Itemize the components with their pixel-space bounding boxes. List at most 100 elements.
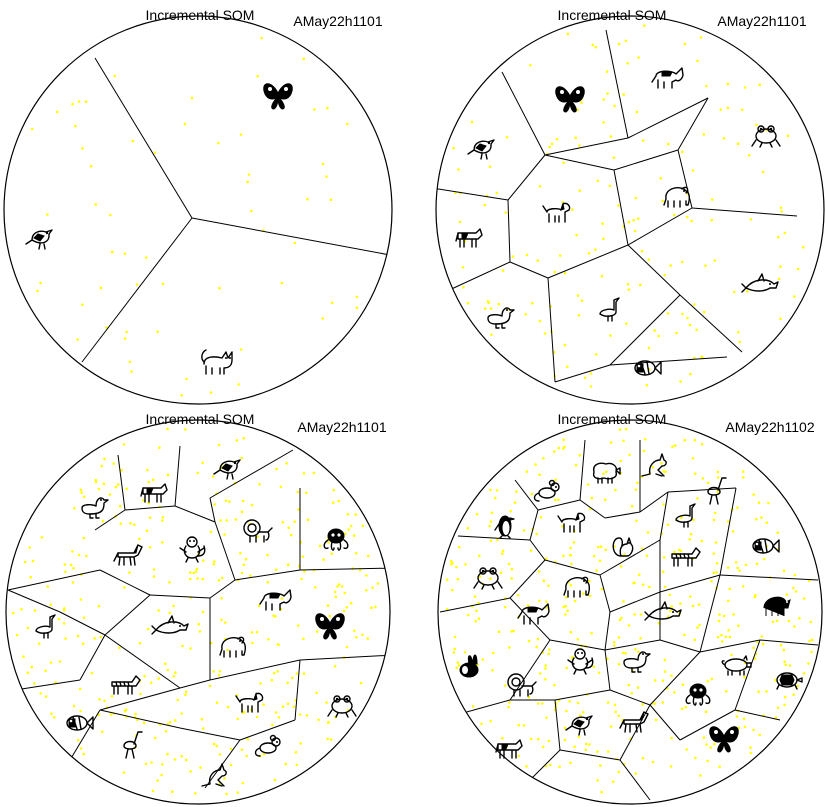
sample-point [226,648,229,652]
sample-point [149,681,153,684]
sample-point [743,675,746,679]
sample-point [251,641,254,645]
sample-point [808,639,811,643]
sample-point [563,738,567,742]
kangaroo-icon [641,453,667,477]
sample-point [574,463,578,467]
sample-point [103,457,106,461]
sample-point [495,191,499,195]
cell-boundary [649,704,681,741]
sample-point [689,372,692,376]
sample-point [497,630,501,633]
sample-point [280,597,284,600]
cell-boundary [659,639,701,653]
sample-point [122,443,126,446]
sample-point [108,493,112,496]
sample-point [489,577,492,580]
panel-title: Incremental SOM [558,7,667,23]
sample-point [331,501,335,505]
sample-point [538,672,542,675]
sample-point [501,736,504,740]
sample-point [722,614,726,618]
cell-boundary [627,97,709,139]
sample-point [294,751,298,754]
sample-point [544,678,547,681]
cell-boundary [94,57,193,219]
sample-point [637,56,640,59]
sample-point [367,554,370,558]
sample-point [256,535,260,538]
sample-point [255,630,259,634]
sample-point [354,551,358,555]
sample-point [663,670,667,673]
sample-point [328,614,332,618]
sample-point [640,249,644,253]
sample-point [257,604,261,608]
sample-point [208,684,212,688]
dog-icon [542,202,571,223]
sample-point [749,751,753,755]
sample-point [612,156,616,159]
sample-point [588,743,591,746]
sample-point [495,489,499,492]
sample-point [617,714,620,718]
sample-point [680,707,684,711]
sample-point [565,709,568,713]
sample-point [726,106,730,110]
sample-point [627,624,631,627]
sample-point [44,669,47,672]
cell-boundary [659,491,669,541]
sample-point [586,483,590,486]
sample-point [138,537,141,541]
sample-point [630,692,633,695]
sample-point [217,141,220,145]
sample-point [642,449,646,453]
sample-point [599,764,602,767]
sample-point [501,549,505,553]
sample-point [173,758,177,761]
butterfly-icon [709,726,739,753]
sample-point [144,256,148,259]
kangaroo-icon [201,763,227,787]
sample-point [609,725,613,728]
cell-boundary [99,569,151,596]
sample-point [258,483,261,486]
sample-point [660,461,663,465]
sample-point [597,545,600,549]
sample-point [128,360,132,364]
sample-point [305,491,308,495]
sample-point [786,134,790,138]
sample-point [594,45,598,49]
cell-boundary [239,719,296,741]
sample-point [731,530,735,533]
sample-point [710,677,714,681]
sample-point [325,175,328,178]
penguin-icon [494,515,515,539]
sample-point [510,630,513,633]
sample-point [184,693,187,696]
panel-title: Incremental SOM [146,411,255,427]
sample-point [582,592,585,595]
sample-point [457,664,461,667]
sample-point [209,530,213,534]
sample-point [541,702,544,705]
sample-point [109,213,112,217]
sample-point [693,303,696,306]
sample-point [702,133,706,136]
sample-point [286,681,289,685]
sample-point [153,151,157,154]
sample-point [681,312,684,316]
sample-point [101,519,105,523]
dog-icon [557,512,586,533]
cell-boundary [209,449,294,499]
sample-point [142,721,146,725]
sample-point [489,520,493,523]
sample-point [599,545,603,548]
sample-point [192,571,195,575]
sample-point [62,609,66,612]
sample-point [627,288,631,291]
sample-point [196,577,199,580]
sample-point [134,712,137,716]
sample-point [561,201,565,204]
